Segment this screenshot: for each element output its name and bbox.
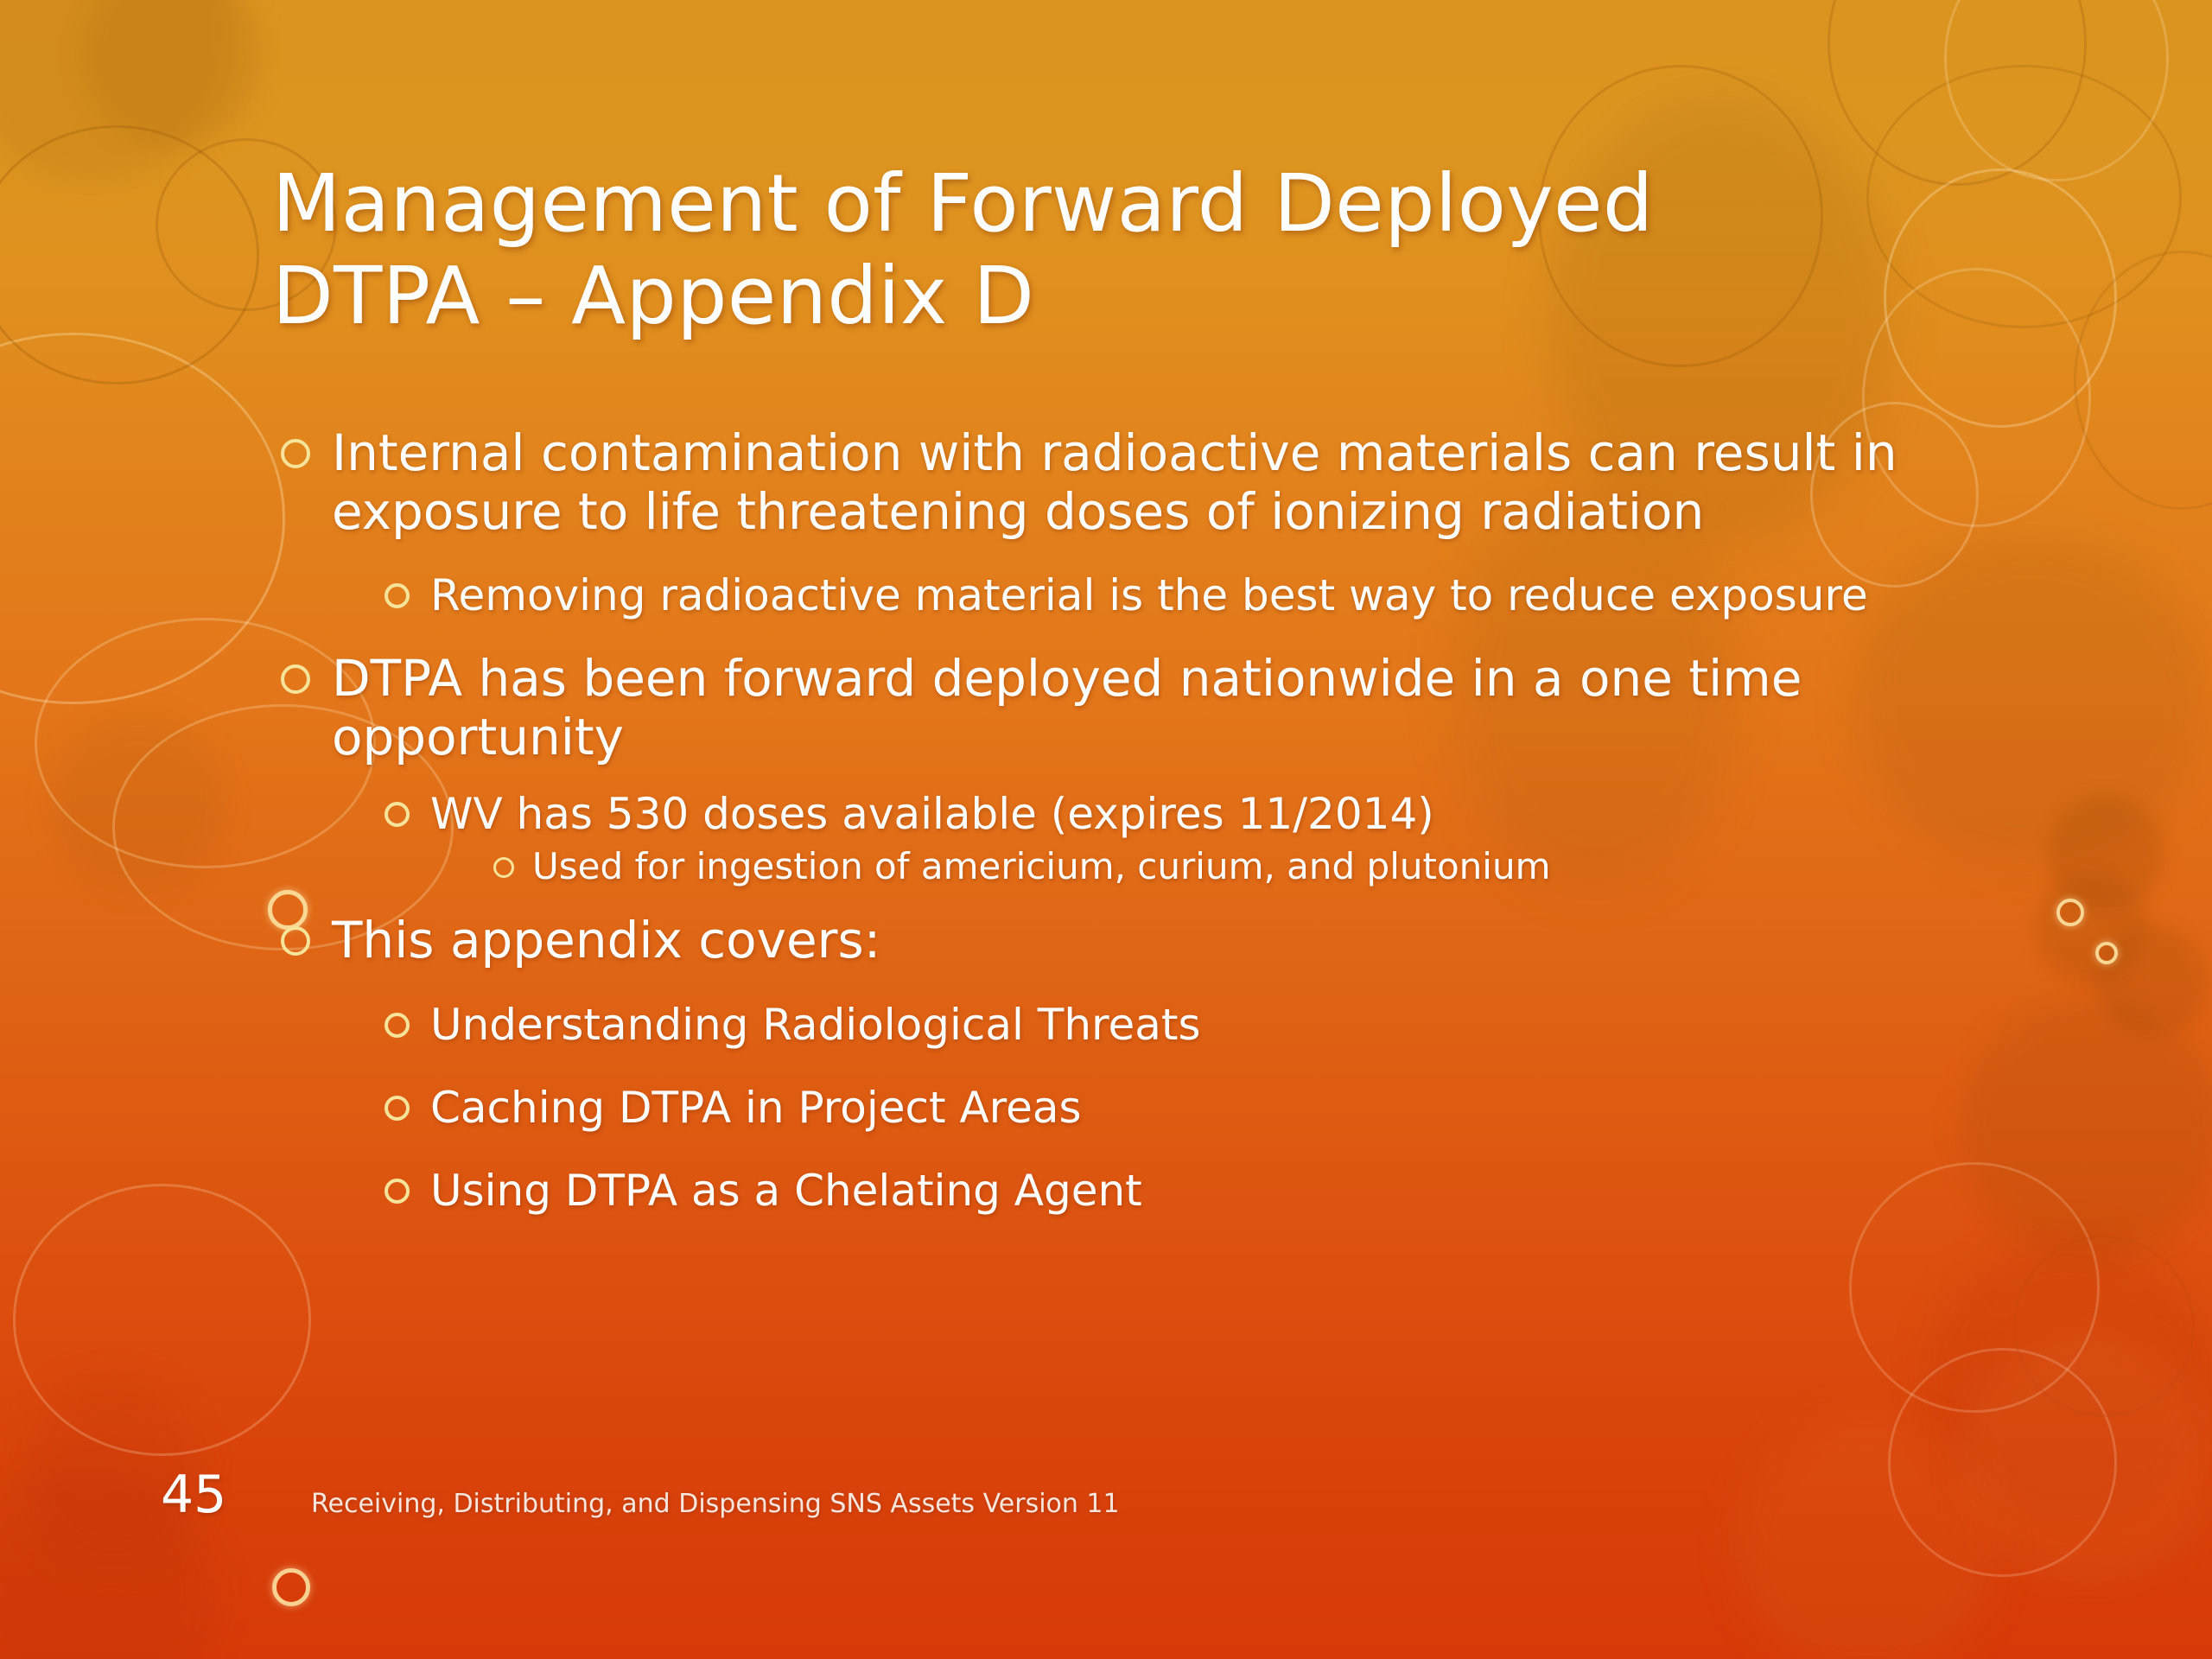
bullet-text: DTPA has been forward deployed nationwid… xyxy=(332,648,1802,767)
bullet-text: Understanding Radiological Threats xyxy=(430,999,1201,1050)
hollow-circle-bullet-icon xyxy=(363,1165,430,1218)
slide-title: Management of Forward Deployed DTPA – Ap… xyxy=(272,157,1879,342)
hollow-circle-bullet-icon xyxy=(259,649,332,709)
spacer xyxy=(259,1139,2005,1165)
bullet-text: This appendix covers: xyxy=(332,910,881,969)
bullet-item-level1: Internal contamination with radioactive … xyxy=(259,423,2005,542)
spacer xyxy=(259,890,2005,911)
bullet-text: Internal contamination with radioactive … xyxy=(332,423,1897,542)
bullet-item-level1: This appendix covers: xyxy=(259,911,2005,971)
spacer xyxy=(259,772,2005,788)
spacer xyxy=(259,547,2005,569)
spacer xyxy=(259,626,2005,649)
bullet-text: Removing radioactive material is the bes… xyxy=(430,569,1868,620)
bullet-item-level2: Understanding Radiological Threats xyxy=(259,999,2005,1052)
slide-body-bullet-list: Internal contamination with radioactive … xyxy=(259,423,2005,1222)
hollow-circle-bullet-icon xyxy=(259,911,332,971)
slide-page-number: 45 xyxy=(161,1465,227,1525)
bullet-item-level2: Using DTPA as a Chelating Agent xyxy=(259,1165,2005,1218)
hollow-circle-bullet-icon xyxy=(363,788,430,842)
spacer xyxy=(259,1056,2005,1082)
bullet-item-level2: Removing radioactive material is the bes… xyxy=(259,569,2005,623)
spacer xyxy=(259,976,2005,999)
hollow-circle-bullet-icon xyxy=(363,999,430,1052)
slide-title-line-2: DTPA – Appendix D xyxy=(272,249,1035,342)
hollow-circle-bullet-icon xyxy=(259,423,332,484)
hollow-circle-bullet-icon xyxy=(363,569,430,623)
hollow-circle-bullet-icon xyxy=(363,1082,430,1135)
bullet-item-level2: Caching DTPA in Project Areas xyxy=(259,1082,2005,1135)
hollow-circle-bullet-icon xyxy=(475,845,532,890)
slide-footer-text: Receiving, Distributing, and Dispensing … xyxy=(311,1489,1120,1519)
bullet-text: WV has 530 doses available (expires 11/2… xyxy=(430,788,1434,839)
bullet-item-level2: WV has 530 doses available (expires 11/2… xyxy=(259,788,2005,842)
bullet-item-level1: DTPA has been forward deployed nationwid… xyxy=(259,649,2005,767)
bullet-text: Using DTPA as a Chelating Agent xyxy=(430,1165,1142,1216)
bullet-text: Caching DTPA in Project Areas xyxy=(430,1082,1082,1133)
slide-title-line-1: Management of Forward Deployed xyxy=(272,157,1654,250)
bullet-text: Used for ingestion of americium, curium,… xyxy=(532,844,1551,887)
bullet-item-level3: Used for ingestion of americium, curium,… xyxy=(259,845,2005,890)
